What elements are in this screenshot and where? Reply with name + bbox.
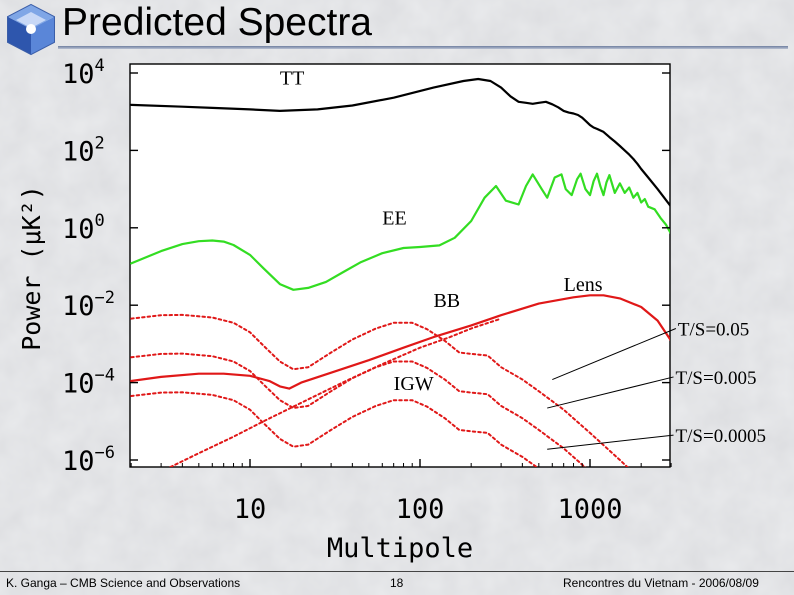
series-igw-t-s-0-0005 — [130, 391, 539, 467]
callout-line — [547, 376, 674, 409]
y-tick-label: 104 — [62, 56, 105, 90]
annotation-tt: TT — [280, 68, 304, 90]
annotation-lens: Lens — [564, 274, 603, 296]
title-underline — [58, 46, 788, 49]
y-tick-label: 10−6 — [62, 443, 115, 477]
series-bb-lens — [130, 294, 670, 390]
series-lensing-b-mode-dotted- — [168, 317, 503, 467]
y-axis-label: Power (μK²) — [17, 185, 46, 351]
callout-line — [547, 434, 674, 450]
footer-event: Rencontres du Vietnam - 2006/08/09 — [563, 576, 759, 590]
footer-rule — [0, 571, 794, 572]
series-igw-t-s-0-05 — [130, 313, 629, 467]
tick-layer: 10 100 1000 104 102 100 10−2 10−4 10−6 — [62, 56, 672, 525]
caltech-cube-logo-icon — [7, 3, 55, 56]
page-number: 18 — [390, 576, 404, 590]
slide-title: Predicted Spectra — [62, 1, 373, 44]
annotation-ee: EE — [382, 208, 406, 230]
callout-label: T/S=0.0005 — [676, 426, 766, 447]
footer-author: K. Ganga – CMB Science and Observations — [6, 576, 241, 590]
annotation-bb: BB — [433, 290, 460, 312]
series-igw-t-s-0-005 — [130, 352, 587, 467]
x-tick-label: 1000 — [557, 494, 622, 525]
series-layer — [130, 77, 670, 467]
x-tick-label: 100 — [396, 494, 445, 525]
series-tt — [130, 77, 670, 208]
callout-line — [552, 328, 677, 380]
callout-label: T/S=0.005 — [676, 368, 757, 389]
x-axis-label: Multipole — [327, 533, 473, 564]
annotation-layer: TT EE BB Lens IGW T/S=0.05 T/S=0.005 T/S=0.0005 — [280, 68, 766, 450]
y-tick-label: 100 — [62, 211, 105, 245]
x-tick-label: 10 — [234, 494, 267, 525]
series-ee — [130, 172, 670, 291]
y-tick-label: 102 — [62, 133, 105, 167]
y-tick-label: 10−2 — [62, 288, 115, 322]
callout-label: T/S=0.05 — [678, 319, 749, 340]
y-tick-label: 10−4 — [62, 366, 115, 400]
annotation-igw: IGW — [394, 373, 434, 395]
